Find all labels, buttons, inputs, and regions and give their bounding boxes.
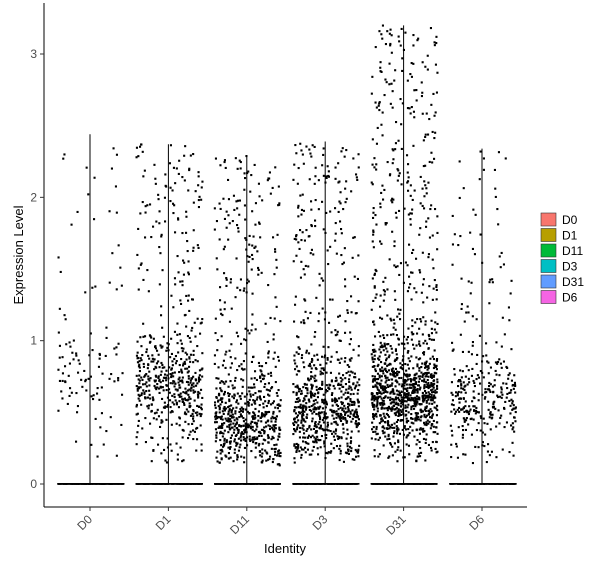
zero-points-d1 xyxy=(135,483,203,485)
legend-label-d1: D1 xyxy=(562,229,578,243)
legend-key-d0 xyxy=(540,212,557,227)
legend-key-d11 xyxy=(540,243,557,258)
x-tick-label-d6: D6 xyxy=(466,512,487,533)
legend-key-d3 xyxy=(540,259,557,273)
legend-label-d6: D6 xyxy=(562,291,578,305)
jitter-points-layer xyxy=(57,24,517,485)
y-tick-label: 0 xyxy=(30,477,37,491)
legend-label-d0: D0 xyxy=(562,213,578,227)
violin-layer xyxy=(89,25,483,484)
y-tick-label: 1 xyxy=(30,334,37,348)
points-d31 xyxy=(370,24,439,463)
points-d6 xyxy=(449,150,517,465)
legend-label-d11: D11 xyxy=(562,244,583,258)
legend-label-d31: D31 xyxy=(562,275,584,289)
y-axis-title: Expression Level xyxy=(11,205,26,304)
x-tick-label-d0: D0 xyxy=(74,512,95,533)
zero-points-d11 xyxy=(214,483,281,485)
x-tick-label-d3: D3 xyxy=(310,512,331,533)
x-axis-title: Identity xyxy=(264,541,306,556)
points-d3 xyxy=(292,142,361,464)
x-axis-ticks: D0 D1 D11 D3 D31 D6 xyxy=(74,507,487,538)
x-tick-label-d1: D1 xyxy=(153,512,174,533)
legend-key-d6 xyxy=(540,290,557,304)
y-axis-ticks: 0 1 2 3 xyxy=(30,47,44,491)
points-d1 xyxy=(135,143,204,464)
x-tick-label-d11: D11 xyxy=(227,512,252,537)
points-d11 xyxy=(213,155,282,467)
legend-label-d3: D3 xyxy=(562,260,578,274)
y-tick-label: 3 xyxy=(30,47,37,61)
zero-points-d3 xyxy=(292,483,360,485)
legend-key-d1 xyxy=(540,228,557,242)
points-d0 xyxy=(57,147,124,458)
zero-points-d31 xyxy=(370,483,438,485)
zero-points-d0 xyxy=(57,483,125,485)
y-tick-label: 2 xyxy=(30,190,37,204)
x-tick-label-d31: D31 xyxy=(383,512,409,538)
zero-points-d6 xyxy=(449,483,517,485)
legend-key-d31 xyxy=(540,274,557,289)
